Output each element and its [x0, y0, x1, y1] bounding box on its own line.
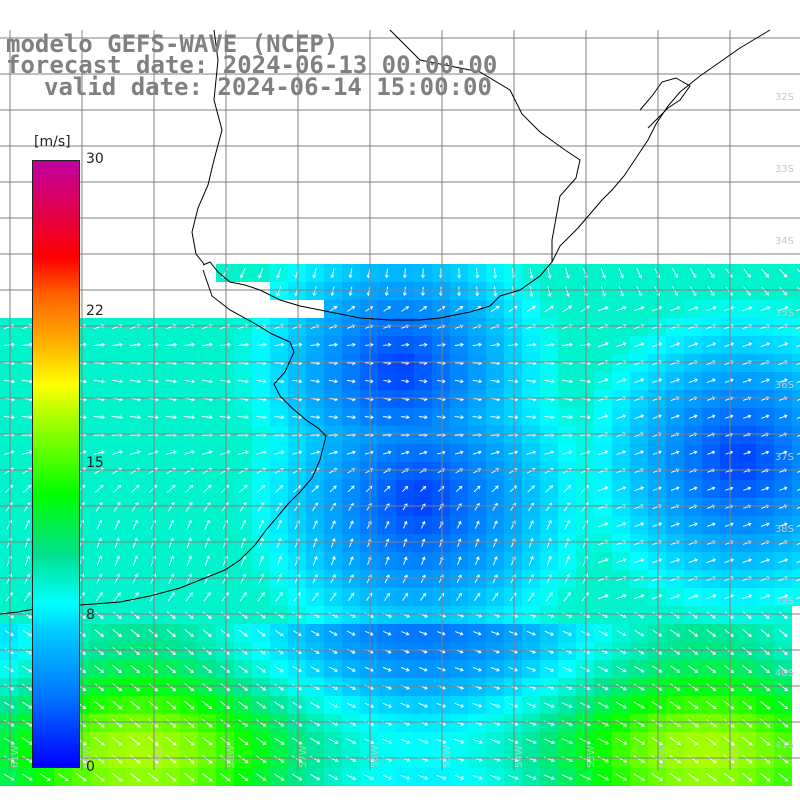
- wind-arrow-shaft: [274, 362, 284, 364]
- wind-arrow-shaft: [129, 362, 141, 364]
- wind-arrow-shaft: [111, 434, 123, 436]
- wind-arrow-shaft: [526, 362, 536, 364]
- wind-arrow-shaft: [111, 362, 123, 364]
- wind-arrow-shaft: [274, 434, 284, 436]
- wind-arrow-shaft: [3, 434, 15, 436]
- wind-speed-cell: [792, 336, 800, 354]
- wind-arrow-shaft: [201, 434, 213, 436]
- wind-speed-cell: [792, 570, 800, 588]
- wind-speed-cell: [792, 534, 800, 552]
- wind-speed-cell: [792, 354, 800, 372]
- wind-speed-cell: [792, 552, 800, 570]
- wind-arrow-shaft: [201, 362, 213, 364]
- wind-arrow-shaft: [3, 362, 15, 364]
- wind-speed-cell: [792, 318, 800, 336]
- wind-arrow-shaft: [237, 434, 249, 436]
- wind-speed-cell: [792, 444, 800, 462]
- wind-speed-cell: [792, 390, 800, 408]
- wind-speed-field: [0, 264, 800, 786]
- wind-arrow-shaft: [255, 434, 267, 436]
- wind-arrow-shaft: [543, 362, 555, 364]
- wind-speed-cell: [792, 480, 800, 498]
- wind-speed-cell: [792, 282, 800, 300]
- wind-arrow-shaft: [561, 362, 573, 364]
- wind-arrow-shaft: [561, 434, 573, 436]
- wind-speed-cell: [792, 516, 800, 534]
- wind-arrow-shaft: [147, 362, 159, 364]
- wind-arrow-shaft: [219, 434, 231, 436]
- wind-speed-cell: [792, 372, 800, 390]
- wind-arrow-shaft: [93, 434, 105, 436]
- wind-speed-cell: [792, 462, 800, 480]
- wind-speed-cell: [792, 264, 800, 282]
- wind-arrow-shaft: [93, 362, 105, 364]
- wind-speed-cell: [792, 408, 800, 426]
- wind-arrow-shaft: [508, 362, 518, 364]
- wind-arrow-shaft: [237, 362, 249, 364]
- wind-arrow-shaft: [219, 362, 231, 364]
- wind-speed-cell: [792, 300, 800, 318]
- wind-arrow-shaft: [21, 362, 33, 364]
- wind-arrow-shaft: [165, 434, 177, 436]
- wind-arrow-shaft: [256, 362, 266, 364]
- wind-speed-cell: [792, 588, 800, 606]
- wind-arrow-shaft: [579, 362, 591, 364]
- wind-arrow-shaft: [579, 434, 591, 436]
- wind-arrow-shaft: [165, 362, 177, 364]
- wind-arrow-shaft: [183, 362, 195, 364]
- wind-speed-cell: [792, 426, 800, 444]
- wind-arrow-shaft: [21, 434, 33, 436]
- wind-speed-cell: [792, 498, 800, 516]
- wind-arrow-shaft: [129, 434, 141, 436]
- wind-arrow-shaft: [183, 434, 195, 436]
- wind-arrow-shaft: [147, 434, 159, 436]
